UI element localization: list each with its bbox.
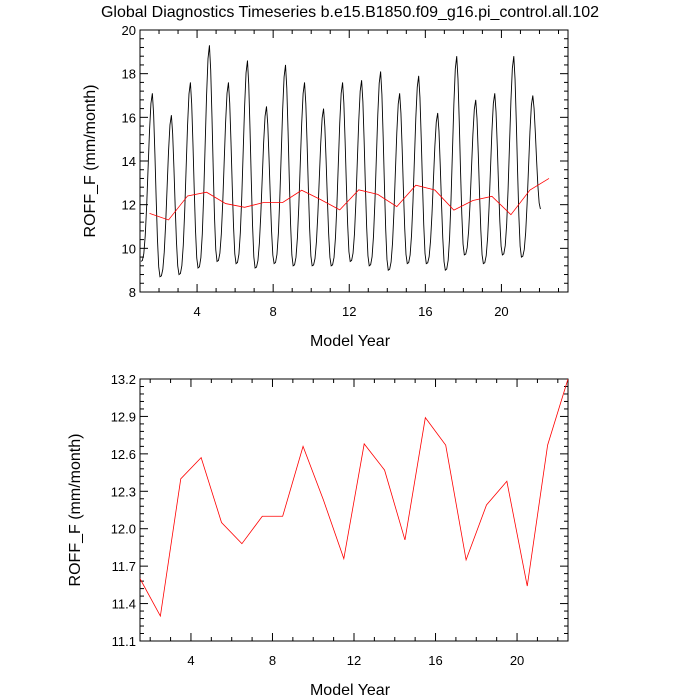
x-tick-label: 20 [494, 304, 508, 319]
y-tick-label: 12.6 [111, 447, 136, 462]
y-tick-label: 13.2 [111, 372, 136, 387]
y-tick-label: 11.7 [112, 559, 136, 574]
y-tick-label: 10 [122, 241, 136, 256]
y-tick-label: 16 [122, 110, 136, 125]
y-tick-label: 11.1 [112, 634, 136, 649]
y-tick-label: 8 [129, 285, 136, 300]
x-tick-label: 16 [418, 304, 432, 319]
y-tick-label: 14 [122, 154, 136, 169]
y-axis-label: ROFF_F (mm/month) [82, 85, 99, 238]
x-axis-label: Model Year [310, 682, 391, 699]
y-tick-label: 20 [122, 23, 136, 38]
series-line-annual [149, 178, 550, 221]
x-tick-label: 8 [270, 304, 277, 319]
panel-bottom: 4 8 12 16 20 11.1 11.4 11.7 12.0 12.3 12.6 12.9 13.2… [67, 372, 569, 699]
y-tick-label: 11.4 [112, 597, 136, 612]
x-tick-label: 12 [342, 304, 356, 319]
panel-top: 4 8 12 16 20 8 10 12 14 16 18 20 Model Year ROFF_F (m… [82, 23, 569, 350]
y-tick-label: 12.3 [111, 484, 136, 499]
x-tick-label: 12 [347, 653, 361, 668]
plot-frame [139, 378, 569, 642]
x-tick-label: 4 [187, 653, 194, 668]
series-line-annual [140, 379, 568, 618]
x-tick-label: 16 [428, 653, 442, 668]
y-tick-label: 12 [122, 198, 136, 213]
y-axis-label: ROFF_F (mm/month) [67, 434, 84, 587]
chart-title: Global Diagnostics Timeseries b.e15.B185… [101, 4, 599, 21]
x-axis-label: Model Year [310, 333, 391, 350]
x-tick-label: 20 [510, 653, 524, 668]
y-tick-label: 12.0 [111, 522, 136, 537]
y-tick-label: 12.9 [111, 409, 136, 424]
series-line-monthly [140, 45, 541, 278]
y-tick-label: 18 [122, 67, 136, 82]
x-tick-label: 8 [269, 653, 276, 668]
x-tick-label: 4 [193, 304, 200, 319]
